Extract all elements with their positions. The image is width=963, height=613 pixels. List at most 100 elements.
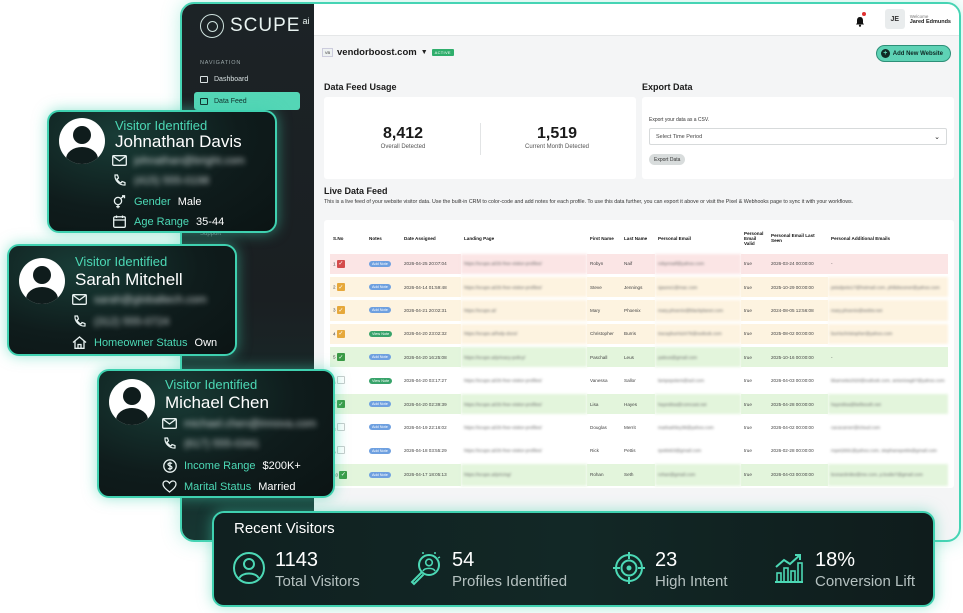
cell-first-name: Rick xyxy=(587,437,621,463)
add-website-button[interactable]: + Add New Website xyxy=(875,45,951,62)
visitor-name: Sarah Mitchell xyxy=(75,270,183,289)
feed-description: This is a live feed of your website visi… xyxy=(324,199,854,205)
note-button[interactable]: Add Note xyxy=(369,471,391,478)
visitor-card-sarah[interactable]: Visitor Identified Sarah Mitchell sarah@… xyxy=(7,244,237,356)
cell-landing-page[interactable]: https://scupe.ai/25-free-visitor-profile… xyxy=(461,390,587,416)
table-row[interactable]: 10 ✓ Add Note 2026-04-17 18:05:13 https://s… xyxy=(330,460,948,486)
note-button[interactable]: Add Note xyxy=(369,424,391,431)
cell-landing-page[interactable]: https://scupe.ai/privacy-policy/ xyxy=(461,344,587,369)
brand-logo[interactable]: SCUPE ai xyxy=(200,14,309,38)
visitor-field-row: Marital Status Married xyxy=(162,480,296,493)
site-favicon: VB xyxy=(322,48,333,57)
cell-landing-page[interactable]: https://scupe.ai/25-free-visitor-profile… xyxy=(461,367,587,393)
note-button[interactable]: Add Note xyxy=(369,284,391,291)
cell-last-name: Leus xyxy=(621,344,655,369)
table-row[interactable]: 6 View Note 2026-04-20 03:17:27https://sc… xyxy=(330,367,948,393)
visitor-field-row: Age Range 35-44 xyxy=(112,215,224,228)
table-row[interactable]: 9 Add Note 2026-04-18 03:55:29https://scu… xyxy=(330,437,948,463)
cell-sno: 6 xyxy=(330,367,366,393)
cell-personal-email: mary.phoenix@blackplanet.com xyxy=(655,297,741,323)
data-feed-table-card: S.No Notes Date Assigned Landing Page Fi… xyxy=(324,220,954,488)
table-row[interactable]: 4 ✓ View Note 2026-04-20 23:02:32 https://s… xyxy=(330,320,948,346)
row-color-checkbox[interactable]: ✓ xyxy=(336,283,345,292)
note-button[interactable]: Add Note xyxy=(369,401,391,408)
col-header[interactable]: Personal Email Valid xyxy=(744,230,764,246)
note-button[interactable]: View Note xyxy=(369,377,393,384)
cell-email-valid: true xyxy=(741,414,768,440)
cell-landing-page[interactable]: https://scupe.ai/25-free-visitor-profile… xyxy=(461,437,587,463)
time-period-select[interactable]: Select Time Period ⌄ xyxy=(649,128,947,145)
field-label: Gender xyxy=(134,195,171,208)
row-color-checkbox[interactable]: ✓ xyxy=(336,306,345,315)
sidebar-item-dashboard[interactable]: Dashboard xyxy=(194,70,300,88)
cell-email-valid: true xyxy=(741,437,768,463)
note-button[interactable]: Add Note xyxy=(369,307,391,314)
export-data-button[interactable]: Export Data xyxy=(649,154,686,165)
cell-landing-page[interactable]: https://scupe.ai/ xyxy=(461,297,587,323)
col-header[interactable]: Date Assigned xyxy=(404,235,436,241)
row-color-checkbox[interactable]: ✓ xyxy=(339,470,348,479)
cell-landing-page[interactable]: https://scupe.ai/pricing/ xyxy=(461,460,587,486)
mail-icon xyxy=(72,293,87,306)
cell-landing-page[interactable]: https://scupe.ai/25-free-visitor-profile… xyxy=(461,414,587,440)
website-selector[interactable]: VB vendorboost.com ▼ ACTIVE xyxy=(322,47,454,58)
row-color-checkbox[interactable] xyxy=(336,422,345,431)
cell-personal-email: sjaune1@mac.com xyxy=(655,273,741,299)
visitor-phone: (312) 555-0724 xyxy=(94,315,170,328)
row-color-checkbox[interactable]: ✓ xyxy=(336,329,345,338)
row-color-checkbox[interactable] xyxy=(336,446,345,455)
field-label: Homeowner Status xyxy=(94,336,188,349)
col-header[interactable]: S.No xyxy=(333,235,344,241)
table-row[interactable]: 2 ✓ Add Note 2026-04-14 01:59:48 https://sc… xyxy=(330,273,948,299)
phone-icon xyxy=(162,437,177,450)
stat-value: 18% xyxy=(815,549,856,571)
user-circle-icon xyxy=(233,552,265,584)
cell-notes: Add Note xyxy=(366,460,401,486)
table-row[interactable]: 5 ✓ Add Note 2026-04-20 16:25:08 https://sc… xyxy=(330,344,948,369)
visitor-field-row: Income Range $200K+ xyxy=(162,458,301,473)
cell-landing-page[interactable]: https://scupe.ai/25-free-visitor-profile… xyxy=(461,250,587,276)
visitor-name: Michael Chen xyxy=(165,393,269,412)
overall-stat: 8,412 Overall Detected xyxy=(328,125,478,150)
cell-date: 2026-04-20 23:02:32 xyxy=(401,320,461,346)
row-color-checkbox[interactable]: ✓ xyxy=(336,400,345,409)
note-button[interactable]: Add Note xyxy=(369,260,391,267)
col-header[interactable]: Notes xyxy=(369,235,382,241)
cell-personal-email: robynnaif@yahoo.com xyxy=(655,250,741,276)
visitor-field-row: Gender Male xyxy=(112,194,202,208)
note-button[interactable]: View Note xyxy=(369,330,393,337)
visitor-card-michael[interactable]: Visitor Identified Michael Chen michael.… xyxy=(97,369,335,498)
visitor-email-row: michael.chen@innova.com xyxy=(162,417,316,430)
row-color-checkbox[interactable] xyxy=(336,376,345,385)
sidebar-item-support[interactable]: Support xyxy=(194,225,300,243)
cell-date: 2026-04-20 03:17:27 xyxy=(401,367,461,393)
table-row[interactable]: 8 Add Note 2026-04-19 22:16:02https://scu… xyxy=(330,414,948,440)
stat-high-intent: 23 High Intent xyxy=(612,549,728,590)
note-button[interactable]: Add Note xyxy=(369,447,391,454)
cell-sno: 9 xyxy=(330,437,366,463)
cell-notes: Add Note xyxy=(366,250,401,276)
table-row[interactable]: 3 ✓ Add Note 2026-04-21 20:02:31 https://sc… xyxy=(330,297,948,323)
growth-chart-icon xyxy=(775,554,803,583)
table-row[interactable]: 7 ✓Add Note 2026-04-20 02:39:39https://sc… xyxy=(330,390,948,416)
cell-personal-email: lampepeters@aol.com xyxy=(655,367,741,393)
cell-landing-page[interactable]: https://scupe.ai/help-docs/ xyxy=(461,320,587,346)
note-button[interactable]: Add Note xyxy=(369,354,391,361)
sidebar-item-data-feed[interactable]: Data Feed xyxy=(194,92,300,110)
table-row[interactable]: 1 ✓ Add Note 2026-04-25 20:07:04 https://sc… xyxy=(330,250,948,276)
col-header[interactable]: Personal Email Last Seen xyxy=(771,233,815,244)
col-header[interactable]: Personal Email xyxy=(658,235,691,241)
row-color-checkbox[interactable]: ✓ xyxy=(336,259,345,268)
col-header[interactable]: Last Name xyxy=(624,235,648,241)
cell-last-name: Hayes xyxy=(621,390,655,416)
user-menu[interactable]: JE Welcome Jared Edmunds xyxy=(884,9,951,29)
col-header[interactable]: Landing Page xyxy=(464,235,495,241)
notification-bell-icon[interactable] xyxy=(855,12,866,27)
visitor-card-johnathan[interactable]: Visitor Identified Johnathan Davis johna… xyxy=(47,110,277,233)
cell-sno: 8 xyxy=(330,414,366,440)
col-header[interactable]: Personal Additional Emails xyxy=(831,235,891,241)
visitor-name: Johnathan Davis xyxy=(115,132,242,151)
cell-landing-page[interactable]: https://scupe.ai/25-free-visitor-profile… xyxy=(461,273,587,299)
col-header[interactable]: First Name xyxy=(590,235,614,241)
row-color-checkbox[interactable]: ✓ xyxy=(336,353,345,362)
